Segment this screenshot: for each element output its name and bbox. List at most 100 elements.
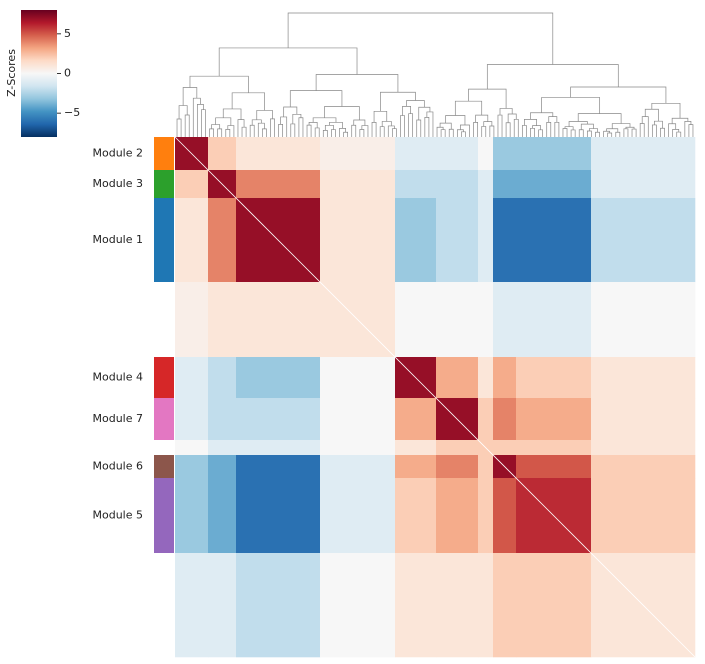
dendrogram-link bbox=[418, 106, 431, 120]
dendrogram-link bbox=[668, 123, 677, 137]
dendrogram-link bbox=[475, 114, 489, 123]
heatmap-cell bbox=[208, 398, 237, 441]
heatmap-cell bbox=[478, 170, 494, 199]
dendrogram-link bbox=[416, 119, 422, 137]
dendrogram-link bbox=[380, 91, 416, 112]
dendrogram-link bbox=[513, 118, 519, 137]
dendrogram-link bbox=[548, 116, 558, 123]
dendrogram-link bbox=[217, 128, 223, 137]
module-label: Module 4 bbox=[93, 371, 144, 384]
colorbar-tick-label: 0 bbox=[64, 67, 71, 80]
dendrogram-link bbox=[606, 128, 619, 133]
module-label: Module 6 bbox=[93, 460, 144, 473]
dendrogram-link bbox=[473, 122, 479, 137]
diagonal bbox=[174, 136, 696, 658]
heatmap-cell bbox=[493, 170, 517, 199]
dendrogram bbox=[176, 12, 694, 137]
heatmap-cell bbox=[493, 398, 517, 441]
dendrogram-link bbox=[578, 129, 584, 137]
heatmap-cell bbox=[436, 440, 479, 456]
dendrogram-link bbox=[249, 124, 255, 137]
heatmap-cell bbox=[175, 455, 209, 479]
heatmap-cell bbox=[395, 137, 437, 171]
dendrogram-link bbox=[456, 129, 464, 137]
heatmap-cell bbox=[516, 553, 592, 658]
heatmap-cell bbox=[208, 137, 237, 171]
dendrogram-link bbox=[209, 128, 214, 137]
dendrogram-link bbox=[218, 47, 358, 77]
dendrogram-link bbox=[644, 108, 659, 122]
dendrogram-link bbox=[189, 75, 249, 93]
dendrogram-link bbox=[448, 128, 454, 137]
heatmap-cell bbox=[478, 455, 494, 479]
heatmap-cell bbox=[395, 478, 437, 554]
dendrogram-link bbox=[445, 115, 466, 126]
module-label: Module 1 bbox=[93, 233, 144, 246]
dendrogram-link bbox=[225, 128, 231, 137]
heatmap-cell bbox=[175, 478, 209, 554]
dendrogram-link bbox=[607, 132, 613, 137]
dendrogram-link bbox=[461, 131, 466, 137]
dendrogram-link bbox=[521, 125, 527, 137]
module-bar bbox=[154, 357, 174, 398]
dendrogram-link bbox=[530, 127, 535, 137]
heatmap-cell bbox=[208, 440, 237, 456]
dendrogram-link bbox=[554, 121, 560, 137]
heatmap-cell bbox=[320, 553, 396, 658]
dendrogram-link bbox=[454, 100, 483, 116]
heatmap-cell bbox=[175, 357, 209, 399]
dendrogram-link bbox=[532, 125, 541, 130]
dendrogram-link bbox=[671, 117, 689, 124]
heatmap-cell bbox=[478, 398, 494, 441]
dendrogram-link bbox=[546, 122, 552, 137]
dendrogram-link bbox=[192, 97, 201, 137]
heatmap-cell bbox=[516, 137, 592, 171]
dendrogram-link bbox=[468, 88, 507, 109]
heatmap-cell bbox=[591, 357, 696, 399]
heatmap-cell bbox=[478, 137, 494, 171]
heatmap-cell bbox=[436, 170, 479, 199]
dendrogram-link bbox=[497, 114, 503, 137]
heatmap-cell bbox=[208, 553, 237, 658]
heatmap-cell bbox=[175, 398, 209, 441]
dendrogram-link bbox=[324, 124, 334, 131]
dendrogram-link bbox=[538, 129, 544, 137]
heatmap-cell bbox=[478, 282, 494, 358]
heatmap-cell bbox=[208, 478, 237, 554]
heatmap-cell bbox=[436, 357, 479, 399]
dendrogram-link bbox=[270, 118, 275, 137]
colorbar-label: Z-Scores bbox=[5, 49, 18, 97]
dendrogram-link bbox=[625, 126, 635, 130]
dendrogram-link bbox=[331, 129, 336, 137]
dendrogram-link bbox=[570, 86, 667, 104]
dendrogram-link bbox=[278, 124, 284, 137]
heatmap-cell bbox=[236, 440, 321, 456]
heatmap-cell bbox=[436, 553, 479, 658]
dendrogram-link bbox=[251, 119, 262, 126]
dendrogram-link bbox=[292, 113, 302, 124]
dendrogram-link bbox=[400, 115, 405, 137]
dendrogram-link bbox=[507, 113, 517, 123]
heatmap-cell bbox=[236, 170, 321, 199]
heatmap-cell bbox=[493, 478, 517, 554]
heatmap-cell bbox=[208, 455, 237, 479]
dendrogram-link bbox=[439, 122, 452, 130]
heatmap-cell bbox=[208, 357, 237, 399]
heatmap-cell bbox=[320, 440, 396, 456]
heatmap-cell bbox=[516, 282, 592, 358]
heatmap-cell bbox=[436, 455, 479, 479]
heatmap-cell bbox=[516, 170, 592, 199]
heatmap-cell bbox=[236, 553, 321, 658]
dendrogram-link bbox=[595, 131, 600, 137]
dendrogram-link bbox=[290, 123, 296, 137]
dendrogram-link bbox=[524, 119, 537, 126]
dendrogram-link bbox=[196, 104, 204, 137]
dendrogram-link bbox=[231, 92, 265, 111]
dendrogram-link bbox=[570, 129, 576, 137]
dendrogram-link bbox=[329, 122, 343, 129]
heatmap-cell bbox=[493, 357, 517, 399]
dendrogram-link bbox=[651, 102, 681, 119]
heatmap-cell bbox=[478, 478, 494, 554]
heatmap-cell bbox=[395, 440, 437, 456]
module-label: Module 5 bbox=[93, 509, 144, 522]
